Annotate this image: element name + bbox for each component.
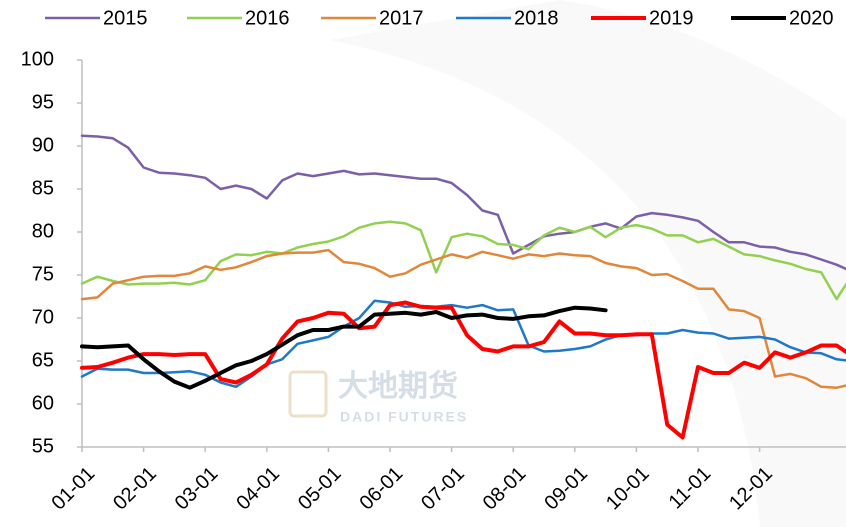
watermark-swoosh [330, 0, 846, 527]
watermark-title: 大地期货 [338, 369, 458, 403]
y-tick-label: 65 [32, 349, 54, 371]
y-tick-label: 85 [32, 177, 54, 199]
legend-label: 2017 [379, 7, 424, 29]
x-tick-label: 08-01 [479, 463, 531, 515]
legend-label: 2018 [514, 7, 559, 29]
legend-label: 2020 [789, 7, 834, 29]
x-tick-label: 10-01 [602, 463, 654, 515]
x-tick-label: 11-01 [665, 463, 716, 514]
watermark-subtitle: DADI FUTURES [340, 409, 468, 425]
y-tick-label: 100 [21, 48, 54, 70]
y-tick-label: 75 [32, 263, 54, 285]
y-tick-label: 60 [32, 392, 54, 414]
legend-label: 2019 [649, 7, 694, 29]
x-tick-label: 02-01 [109, 463, 161, 515]
series-line [80, 300, 846, 440]
y-tick-label: 95 [32, 91, 54, 113]
watermark-logo [288, 370, 328, 418]
x-tick-label: 06-01 [356, 463, 408, 515]
legend-label: 2015 [103, 7, 148, 29]
y-tick-label: 55 [32, 435, 54, 457]
series-line [80, 134, 846, 271]
series-line [80, 248, 846, 389]
series-line [80, 305, 608, 390]
series-line [80, 220, 846, 301]
x-tick-label: 07-01 [417, 463, 469, 515]
x-tick-label: 09-01 [540, 463, 592, 515]
y-tick-label: 80 [32, 220, 54, 242]
x-tick-label: 05-01 [294, 463, 346, 515]
x-tick-label: 01-01 [48, 463, 100, 515]
plot-area [80, 134, 846, 440]
legend-label: 2016 [245, 7, 290, 29]
x-tick-label: 03-01 [171, 463, 223, 515]
x-tick-label: 04-01 [232, 463, 284, 515]
y-tick-label: 70 [32, 306, 54, 328]
y-tick-label: 90 [32, 134, 54, 156]
watermark: 大地期货 DADI FUTURES [288, 0, 846, 527]
